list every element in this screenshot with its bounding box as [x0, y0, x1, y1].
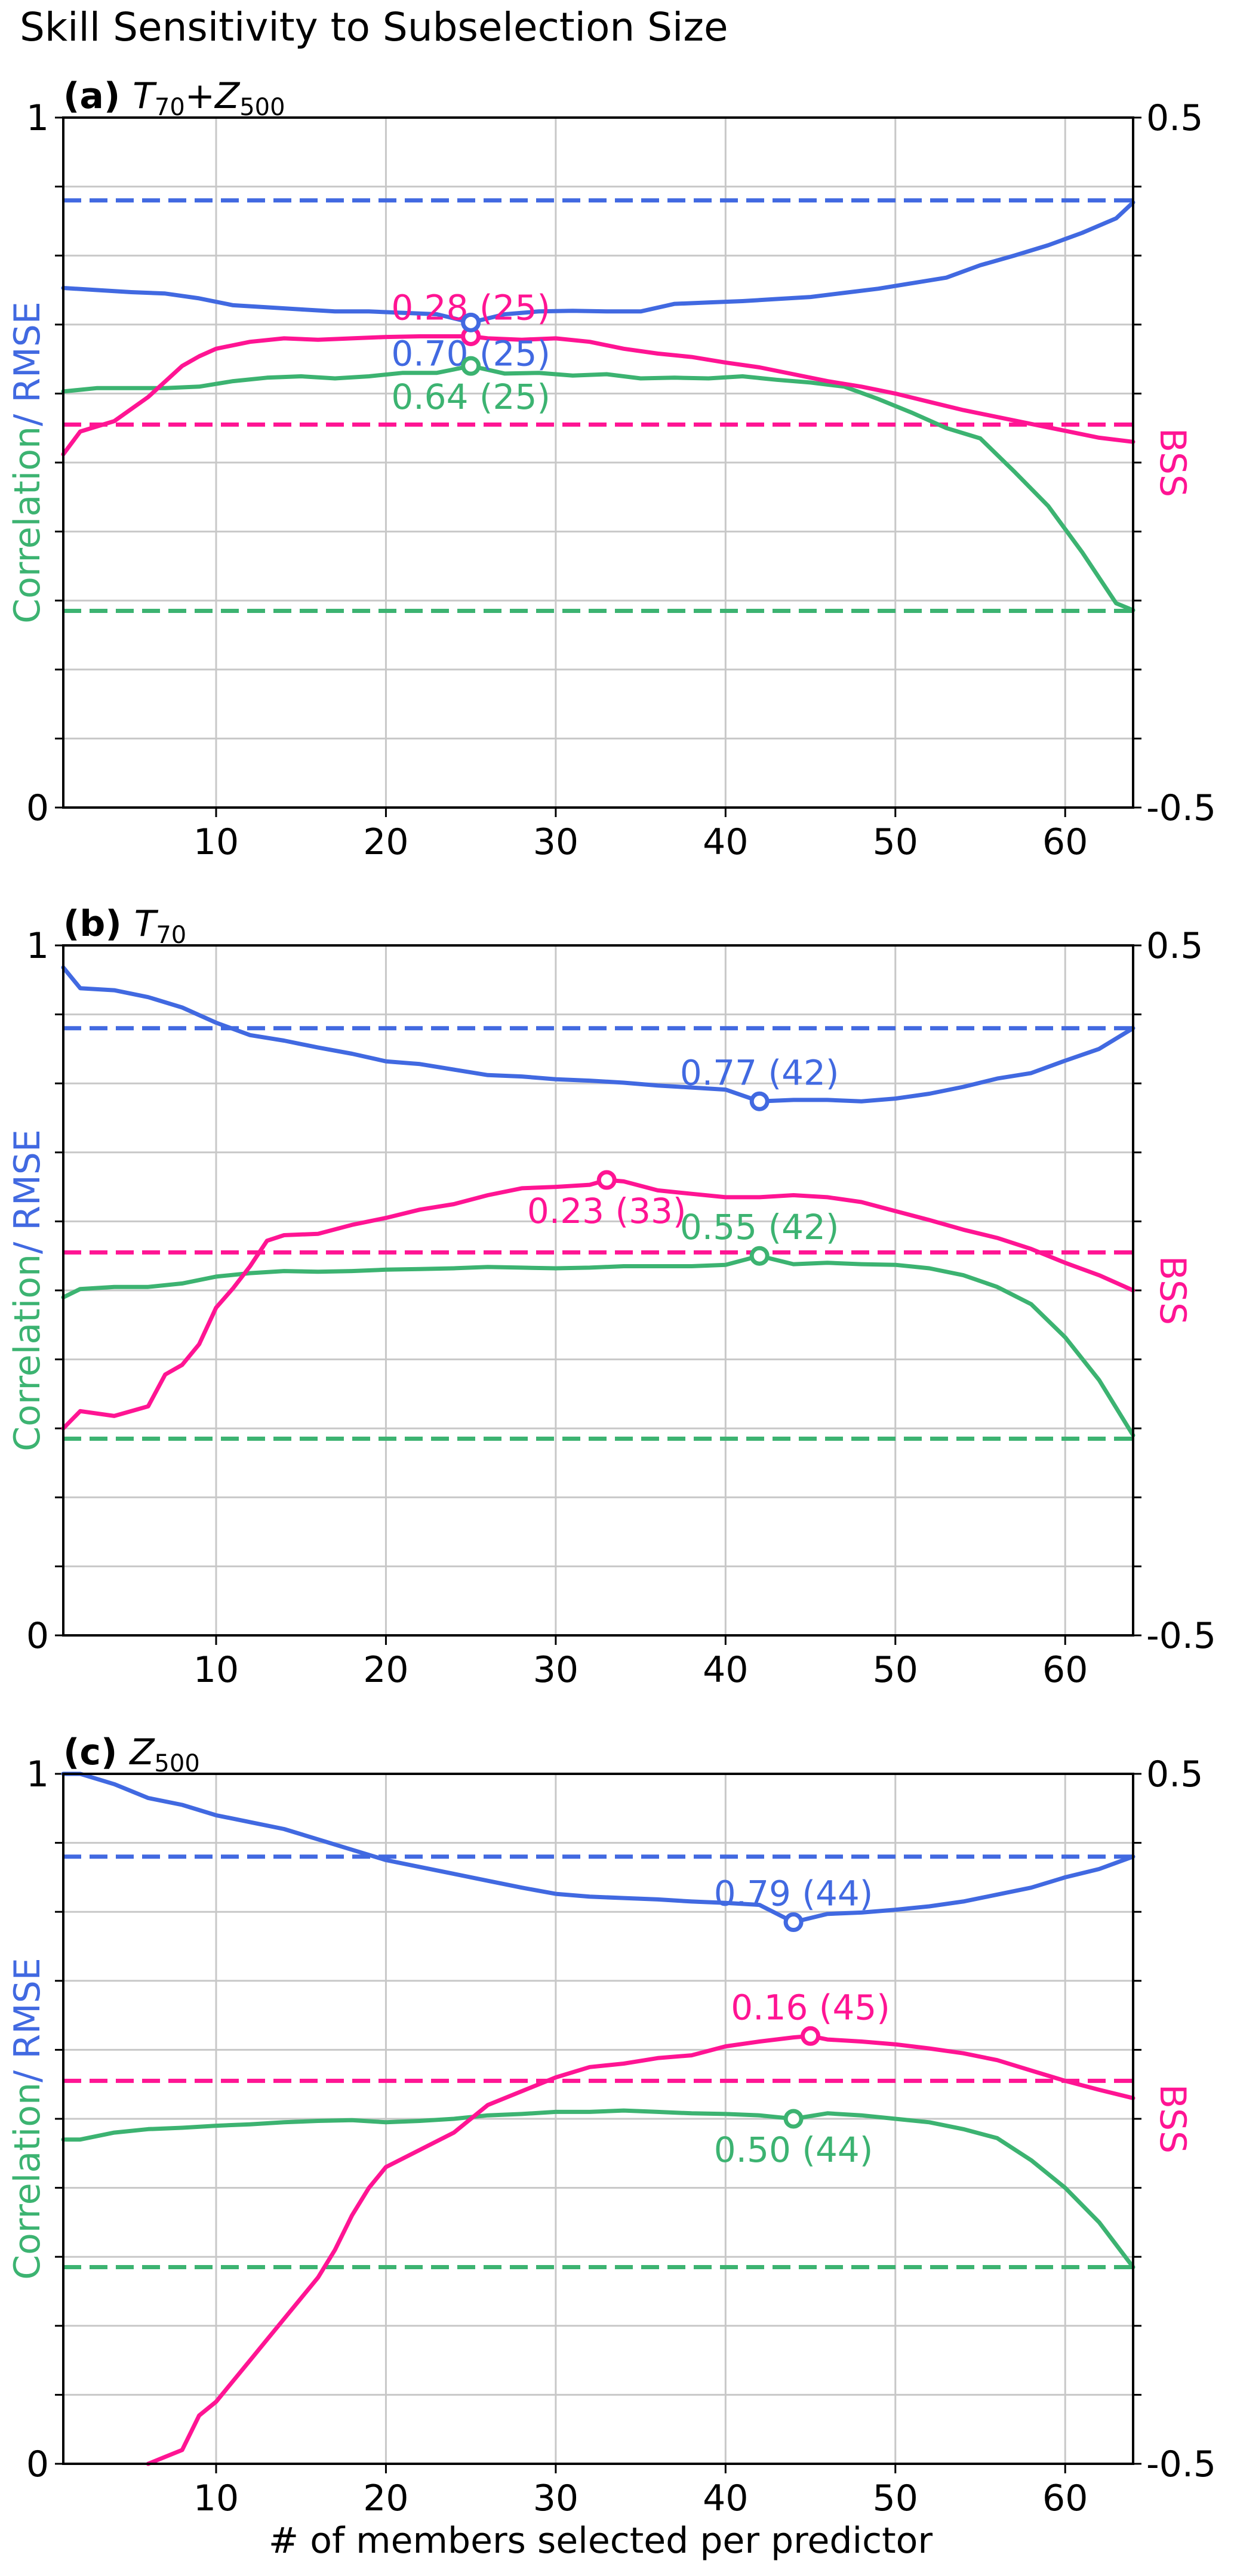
correlation-label: Correlation	[7, 2082, 48, 2280]
x-tick-label: 20	[363, 1649, 408, 1691]
right-tick-label: 0.5	[1146, 925, 1203, 967]
panel-2: (b) T70 10 20 30 40 50 60 0 1 -0.5 0.5 Correlation/…	[7, 903, 1216, 1691]
x-tick-label: 40	[703, 821, 748, 863]
x-tick-label: 50	[873, 1649, 918, 1691]
correlation-series-line	[61, 1253, 1135, 1438]
bss-optimum-label: 0.23 (33)	[527, 1191, 687, 1231]
right-axis-label: BSS	[1152, 1256, 1193, 1325]
right-tick-label: -0.5	[1146, 787, 1216, 829]
left-tick-label: 0	[26, 2443, 49, 2485]
panel-1: (a) T70+Z500 10 20 30 40 50 60 0 1 -0.5 0.5 Correla…	[7, 75, 1216, 863]
left-tick-label: 1	[26, 925, 49, 967]
correlation-optimum-label: 0.55 (42)	[680, 1207, 839, 1247]
plot-frame	[62, 1773, 1134, 2465]
rmse-series-line	[61, 1771, 1135, 1924]
bss-optimum-label: 0.16 (45)	[731, 1987, 890, 2027]
correlation-optimum-marker	[783, 2109, 804, 2129]
panel-variable: Z	[128, 1731, 155, 1773]
x-tick-label: 40	[703, 1649, 748, 1691]
correlation-label: Correlation	[7, 426, 48, 624]
x-tick-label: 10	[193, 2478, 239, 2519]
right-tick-label: -0.5	[1146, 1615, 1216, 1657]
left-tick-label: 1	[26, 1754, 49, 1795]
bss-optimum-marker	[801, 2026, 821, 2046]
panel-plus: +	[185, 75, 215, 117]
rmse-optimum-marker	[749, 1091, 770, 1111]
right-tick-label: 0.5	[1146, 97, 1203, 139]
x-tick-label: 60	[1042, 821, 1088, 863]
x-tick-label: 20	[363, 2478, 408, 2519]
panel-tag: (b)	[63, 903, 134, 945]
correlation-optimum-label: 0.50 (44)	[714, 2130, 873, 2170]
left-tick-label: 0	[26, 787, 49, 829]
rmse-optimum-marker	[783, 1912, 804, 1933]
right-axis-label: BSS	[1152, 2084, 1193, 2153]
bss-series-line	[146, 2033, 1135, 2466]
rmse-optimum-label: 0.79 (44)	[714, 1874, 873, 1914]
bss-series-line	[61, 1178, 1135, 1431]
right-tick-label: 0.5	[1146, 1754, 1203, 1795]
x-tick-label: 50	[873, 2478, 918, 2519]
rmse-label: / RMSE	[7, 1129, 48, 1254]
rmse-optimum-marker	[461, 312, 481, 332]
correlation-series-line	[61, 363, 1135, 612]
rmse-label: / RMSE	[7, 1958, 48, 2082]
plot-frame	[62, 944, 1134, 1637]
plot-frame	[62, 116, 1134, 809]
correlation-optimum-label: 0.64 (25)	[391, 377, 550, 417]
x-tick-label: 30	[533, 2478, 578, 2519]
bss-series-line	[61, 334, 1135, 457]
left-axis-label: Correlation/ RMSE	[7, 1958, 48, 2280]
x-tick-label: 10	[193, 1649, 239, 1691]
x-tick-label: 50	[873, 821, 918, 863]
rmse-series-line	[61, 200, 1135, 325]
correlation-label: Correlation	[7, 1254, 48, 1452]
panel-tag: (a)	[63, 75, 133, 117]
left-axis-label: Correlation/ RMSE	[7, 301, 48, 624]
left-tick-label: 1	[26, 97, 49, 139]
left-tick-label: 0	[26, 1615, 49, 1657]
correlation-optimum-marker	[749, 1246, 770, 1266]
x-tick-label: 40	[703, 2478, 748, 2519]
panel-variable: T	[134, 903, 159, 945]
right-axis-label: BSS	[1152, 428, 1193, 497]
x-tick-label: 30	[533, 1649, 578, 1691]
rmse-optimum-label: 0.77 (42)	[680, 1052, 839, 1093]
x-tick-label: 60	[1042, 2478, 1088, 2519]
panel-tag: (c)	[63, 1731, 130, 1773]
x-tick-label: 20	[363, 821, 408, 863]
panel-variable: Z	[214, 75, 241, 117]
rmse-series-line	[61, 965, 1135, 1104]
panel-title: (b) T70	[63, 903, 186, 949]
correlation-optimum-marker	[461, 356, 481, 376]
panel-variable: T	[133, 75, 157, 117]
panel-3: (c) Z500 10 20 30 40 50 60 0 1 -0.5 0.5 Correlation…	[7, 1731, 1216, 2519]
panel-title: (c) Z500	[63, 1731, 200, 1777]
x-tick-label: 10	[193, 821, 239, 863]
x-tick-label: 60	[1042, 1649, 1088, 1691]
x-tick-label: 30	[533, 821, 578, 863]
panel-title: (a) T70+Z500	[63, 75, 285, 121]
figure-title: Skill Sensitivity to Subselection Size	[20, 4, 728, 50]
right-tick-label: -0.5	[1146, 2443, 1216, 2485]
bss-optimum-marker	[596, 1170, 617, 1190]
rmse-label: / RMSE	[7, 301, 48, 426]
x-axis-label: # of members selected per predictor	[269, 2520, 933, 2562]
left-axis-label: Correlation/ RMSE	[7, 1129, 48, 1452]
correlation-series-line	[61, 2108, 1135, 2269]
